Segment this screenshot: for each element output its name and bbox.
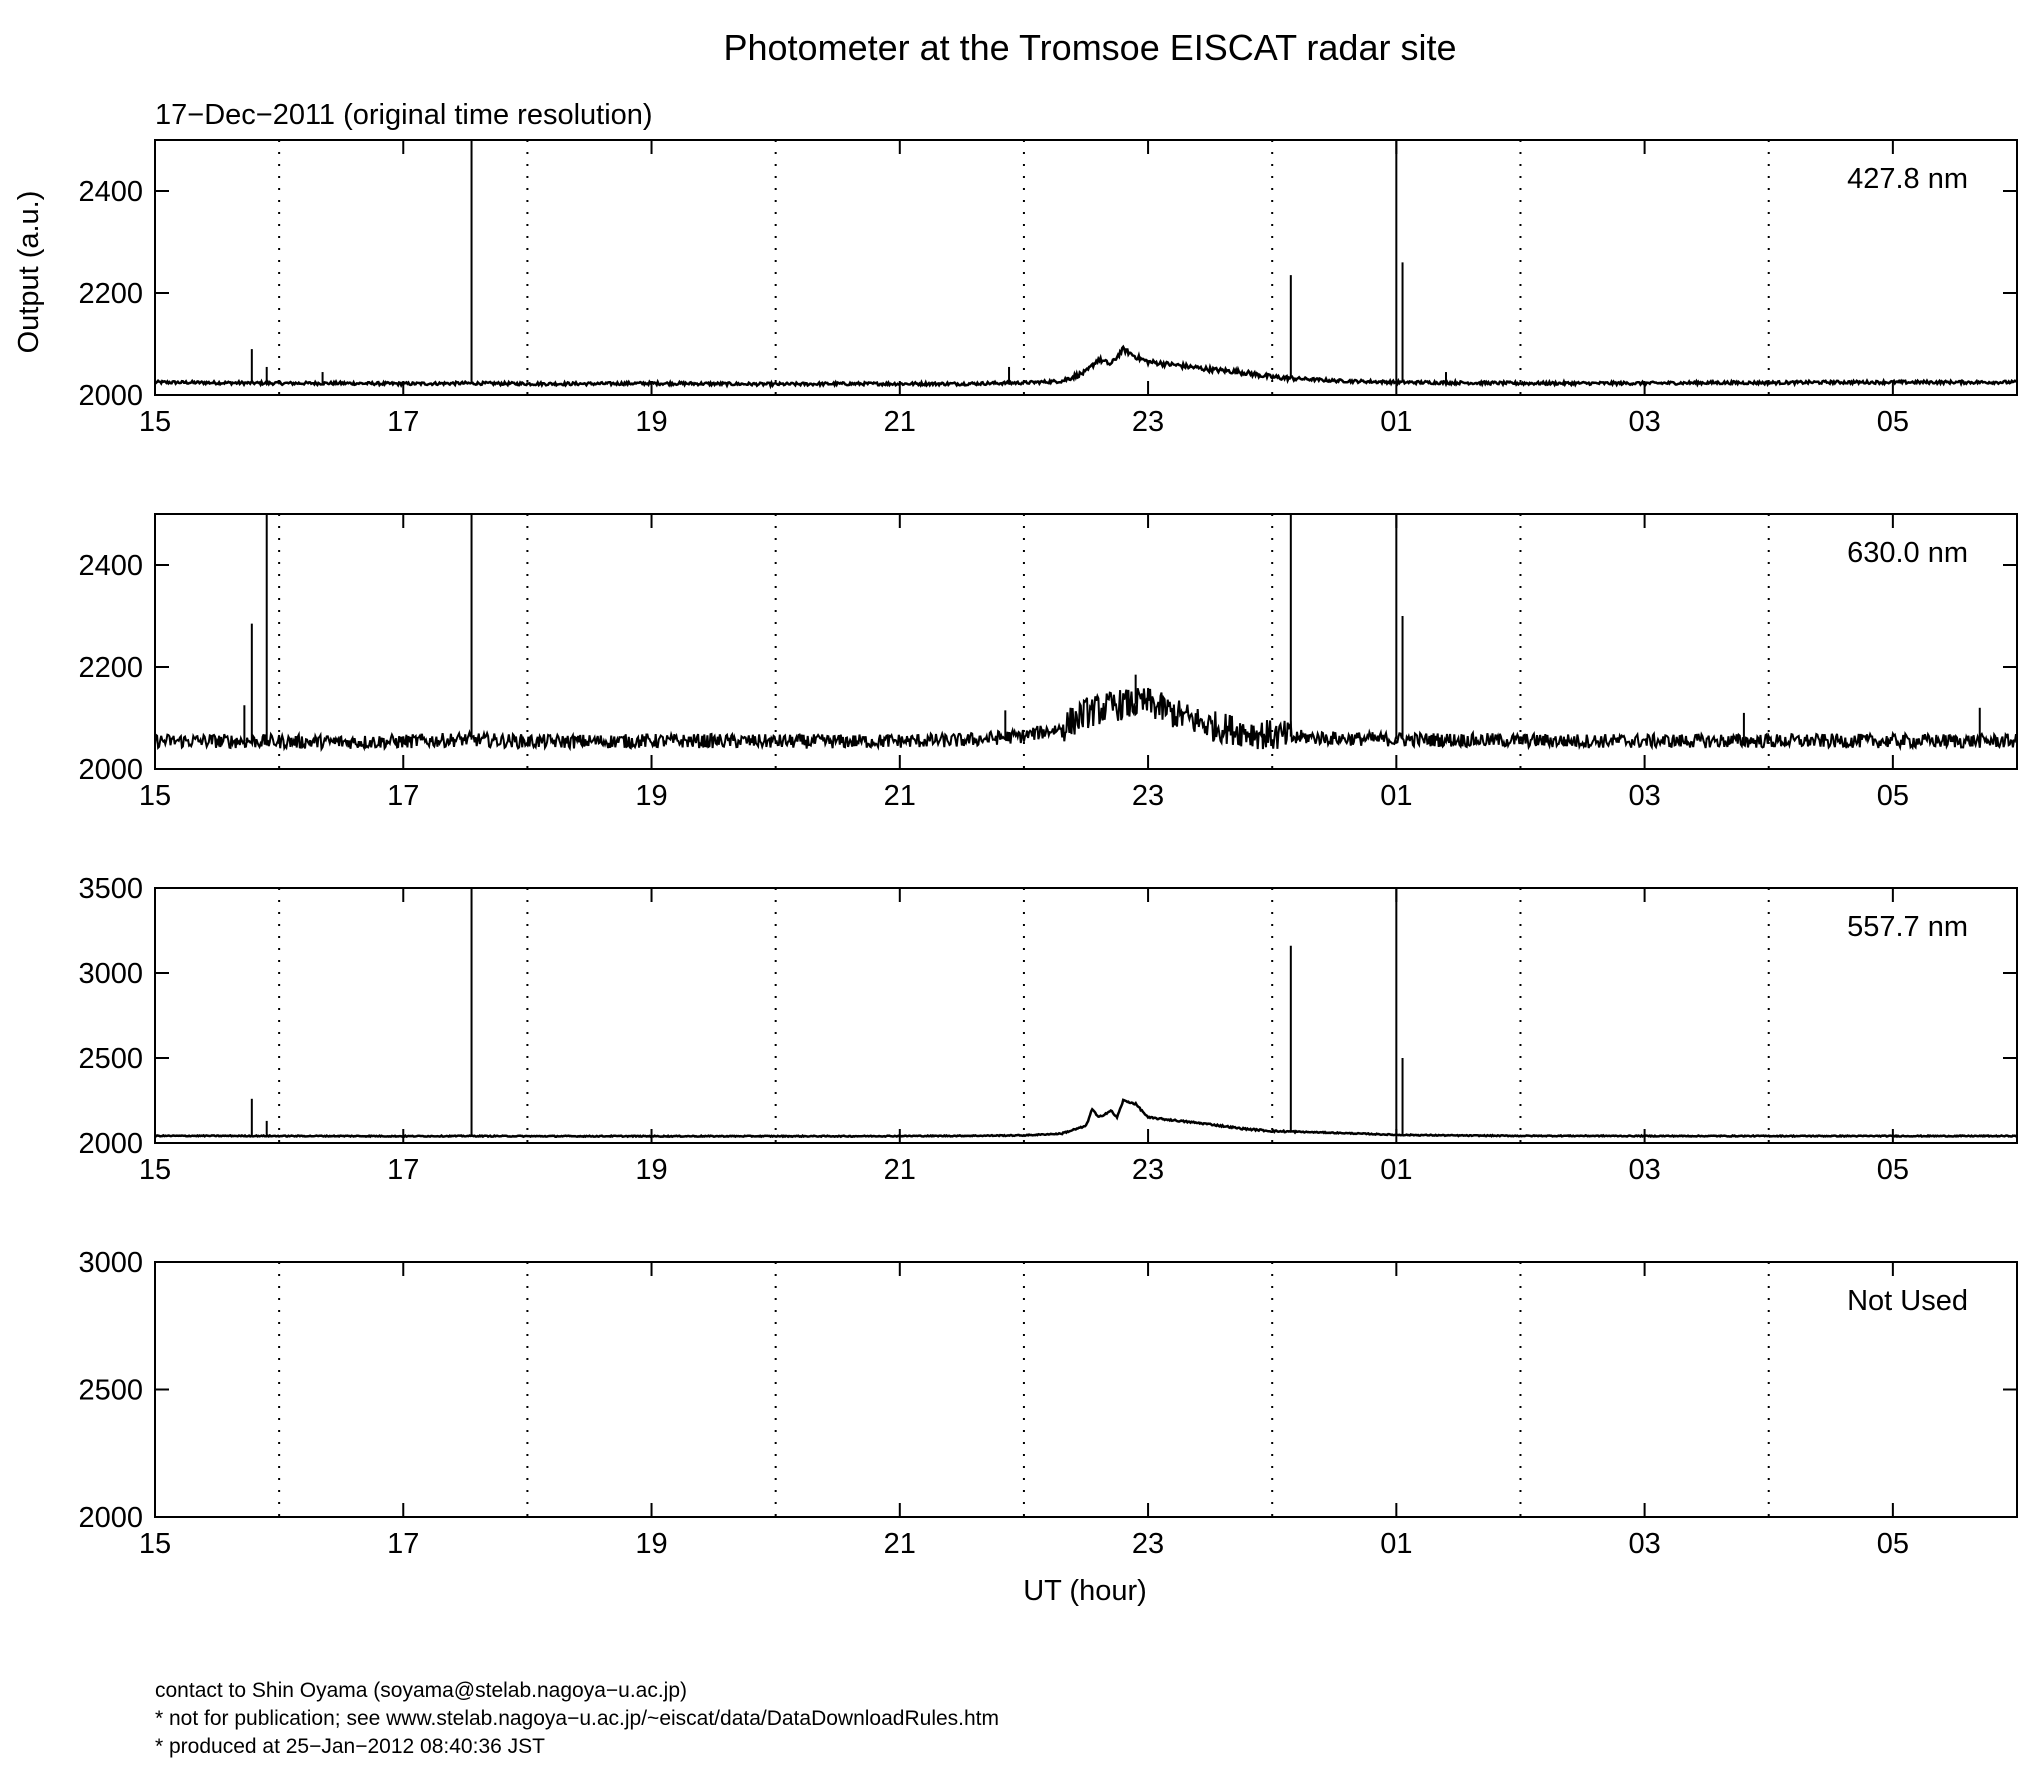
x-tick-label: 19 — [635, 1154, 667, 1186]
x-tick-label: 01 — [1380, 1154, 1412, 1186]
panel-1: 15 17 19 21 23 01 03 05 2000 2200 2400 427.8 nm — [78, 139, 2018, 438]
panels: 15 17 19 21 23 01 03 05 2000 2200 2400 427.8 nm 15 17… — [78, 139, 2018, 1560]
x-tick-label: 15 — [139, 406, 171, 438]
series-line — [155, 687, 2017, 753]
y-tick-label: 2200 — [78, 652, 143, 684]
series-label: 427.8 nm — [1847, 163, 1968, 195]
x-axis-label: UT (hour) — [1023, 1575, 1147, 1607]
series-label: 557.7 nm — [1847, 911, 1968, 943]
y-tick-label: 2000 — [78, 754, 143, 786]
y-tick-label: 2400 — [78, 550, 143, 582]
x-tick-label: 01 — [1380, 406, 1412, 438]
x-tick-label: 03 — [1628, 1154, 1660, 1186]
y-tick-label: 2000 — [78, 380, 143, 412]
y-tick-label: 2000 — [78, 1128, 143, 1160]
panel-3: 15 17 19 21 23 01 03 05 2000 2500 3000 3500 557.7 nm — [78, 873, 2018, 1186]
y-tick-label: 2500 — [78, 1043, 143, 1075]
x-tick-label: 17 — [387, 406, 419, 438]
x-tick-label: 21 — [884, 780, 916, 812]
panel-frame — [154, 513, 2018, 770]
x-tick-label: 19 — [635, 406, 667, 438]
x-tick-label: 23 — [1132, 1154, 1164, 1186]
y-tick-label: 2500 — [78, 1375, 143, 1407]
x-tick-label: 23 — [1132, 1528, 1164, 1560]
x-tick-label: 05 — [1877, 780, 1909, 812]
y-tick-label: 2200 — [78, 278, 143, 310]
x-tick-label: 19 — [635, 780, 667, 812]
x-tick-label: 21 — [884, 1154, 916, 1186]
y-tick-label: 2000 — [78, 1502, 143, 1534]
y-axis-label: Output (a.u.) — [13, 191, 45, 354]
x-tick-label: 21 — [884, 406, 916, 438]
series-line — [155, 1098, 2017, 1139]
x-tick-label: 17 — [387, 1528, 419, 1560]
x-tick-label: 23 — [1132, 406, 1164, 438]
y-tick-label: 2400 — [78, 176, 143, 208]
series-label: 630.0 nm — [1847, 537, 1968, 569]
x-tick-label: 01 — [1380, 780, 1412, 812]
footer-produced: * produced at 25−Jan−2012 08:40:36 JST — [155, 1735, 545, 1758]
x-tick-label: 15 — [139, 780, 171, 812]
x-tick-label: 01 — [1380, 1528, 1412, 1560]
series-label: Not Used — [1847, 1285, 1968, 1317]
x-tick-label: 15 — [139, 1154, 171, 1186]
footer-contact: contact to Shin Oyama (soyama@stelab.nag… — [155, 1679, 687, 1702]
chart-title: Photometer at the Tromsoe EISCAT radar s… — [724, 27, 1457, 68]
x-tick-label: 03 — [1628, 1528, 1660, 1560]
footer-rules: * not for publication; see www.stelab.na… — [155, 1707, 999, 1730]
x-tick-label: 05 — [1877, 406, 1909, 438]
x-tick-label: 23 — [1132, 780, 1164, 812]
x-tick-label: 21 — [884, 1528, 916, 1560]
x-tick-label: 17 — [387, 1154, 419, 1186]
x-tick-label: 15 — [139, 1528, 171, 1560]
series-line — [155, 344, 2017, 390]
y-tick-label: 3000 — [78, 958, 143, 990]
panel-frame — [154, 887, 2018, 1144]
panel-4: 15 17 19 21 23 01 03 05 2000 2500 3000 Not Used — [78, 1247, 2018, 1560]
x-tick-label: 19 — [635, 1528, 667, 1560]
panel-2: 15 17 19 21 23 01 03 05 2000 2200 2400 630.0 nm — [78, 513, 2018, 812]
x-tick-label: 17 — [387, 780, 419, 812]
chart-subtitle: 17−Dec−2011 (original time resolution) — [155, 99, 653, 131]
x-tick-label: 03 — [1628, 406, 1660, 438]
panel-frame — [154, 1261, 2018, 1518]
x-tick-label: 05 — [1877, 1528, 1909, 1560]
x-tick-label: 05 — [1877, 1154, 1909, 1186]
y-tick-label: 3500 — [78, 873, 143, 905]
panel-frame — [154, 139, 2018, 396]
x-tick-label: 03 — [1628, 780, 1660, 812]
y-tick-label: 3000 — [78, 1247, 143, 1279]
